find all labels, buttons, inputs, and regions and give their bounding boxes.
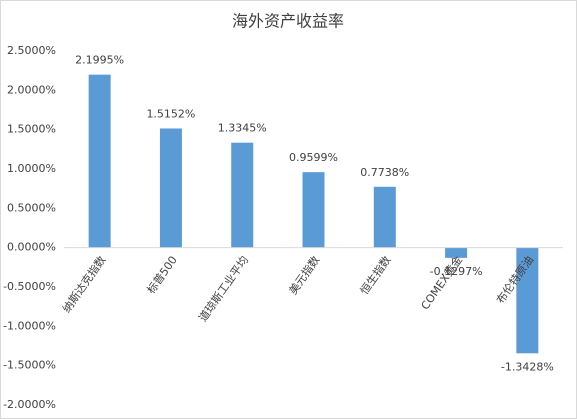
y-tick-label: 1.5000%: [7, 123, 56, 136]
bar: [159, 128, 182, 248]
value-label: -0.1297%: [430, 265, 483, 278]
y-tick-label: 1.0000%: [7, 162, 56, 175]
value-label: 0.9599%: [289, 151, 338, 164]
value-label: -1.3428%: [501, 360, 554, 373]
bar: [88, 74, 111, 248]
y-tick-label: -0.5000%: [3, 280, 56, 293]
y-tick-label: 0.5000%: [7, 201, 56, 214]
bar: [302, 172, 325, 248]
bar: [231, 142, 254, 248]
y-tick-label: -1.5000%: [3, 359, 56, 372]
y-tick-label: 2.5000%: [7, 44, 56, 57]
y-tick-label: -2.0000%: [3, 398, 56, 411]
bar: [516, 247, 539, 354]
y-tick-label: 0.0000%: [7, 241, 56, 254]
chart-title: 海外资产收益率: [232, 12, 344, 31]
value-label: 2.1995%: [75, 54, 124, 67]
y-tick-label: 2.0000%: [7, 83, 56, 96]
y-tick-label: -1.0000%: [3, 319, 56, 332]
bar: [373, 186, 396, 248]
bar: [445, 247, 468, 258]
value-label: 0.7738%: [360, 166, 409, 179]
value-label: 1.3345%: [218, 122, 267, 135]
value-label: 1.5152%: [146, 107, 195, 120]
